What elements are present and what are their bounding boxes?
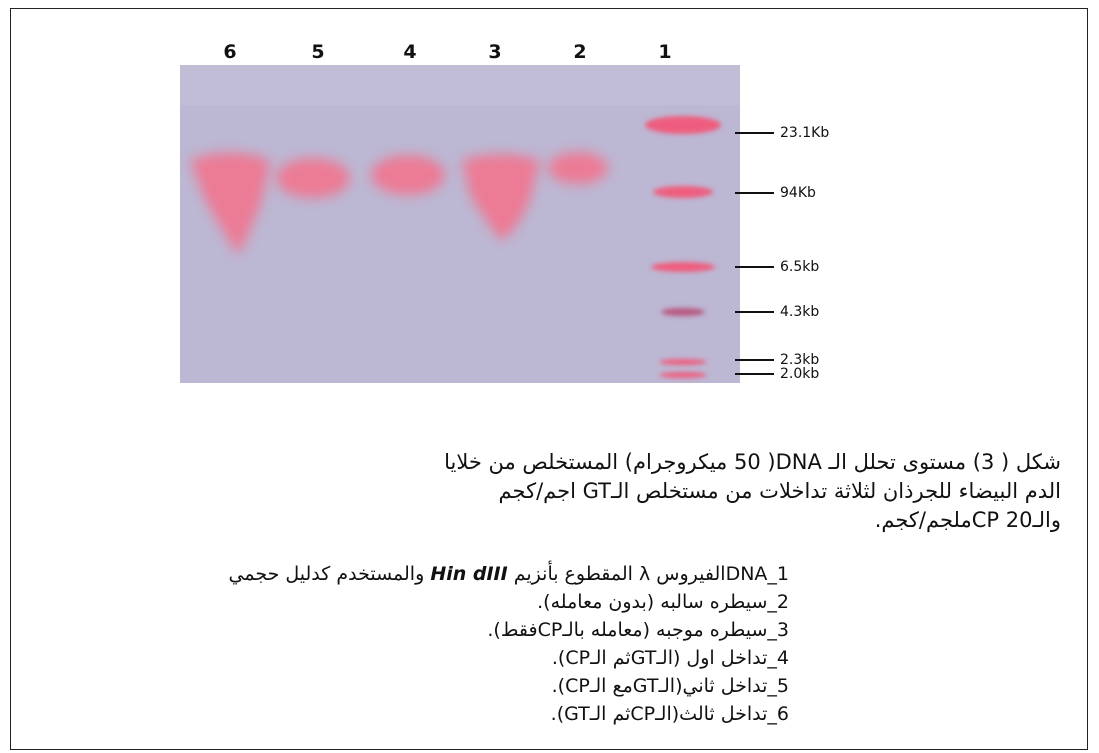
marker-label: 6.5kb [780, 259, 819, 275]
marker-label: 94Kb [780, 185, 816, 201]
legend-text: 1_DNAالفيروس λ المقطوع بأنزيم [514, 563, 789, 585]
lane-number: 5 [311, 41, 324, 63]
caption-line: شكل ( 3) مستوى تحلل الـ DNA( 50 ميكروجرا… [41, 448, 1061, 477]
lane-number: 3 [488, 41, 501, 63]
caption-line: والـCP 20ملجم/كجم. [41, 506, 1061, 535]
legend-item: 4_تداخل اول (الـGTثم الـCP). [229, 644, 790, 672]
lane-number: 2 [573, 41, 586, 63]
lane-number: 6 [223, 41, 236, 63]
legend-item: 1_DNAالفيروس λ المقطوع بأنزيم Hin dIII و… [229, 560, 790, 588]
legend-item: 3_سيطره موجبه (معامله بالـCPفقط). [229, 616, 790, 644]
marker-label: 2.0kb [780, 366, 819, 382]
legend-text: والمستخدم كدليل حجمي [229, 563, 425, 585]
gel [180, 65, 740, 383]
legend-item: 6_تداخل ثالث(الـCPثم الـGT). [229, 700, 790, 728]
legend-item: 2_سيطره سالبه (بدون معامله). [229, 588, 790, 616]
marker-label: 4.3kb [780, 304, 819, 320]
caption-line: الدم البيضاء للجرذان لثلاثة تداخلات من م… [41, 477, 1061, 506]
page: 654321 23.1Kb94Kb6.5kb4.3kb2.3kb2.0kb شك… [0, 0, 1099, 753]
gel-wells [180, 65, 740, 105]
marker-label: 23.1Kb [780, 125, 829, 141]
legend-item: 5_تداخل ثاني(الـGTمع الـCP). [229, 672, 790, 700]
lane-number: 4 [403, 41, 416, 63]
enzyme-name: Hin dIII [430, 563, 507, 585]
caption: شكل ( 3) مستوى تحلل الـ DNA( 50 ميكروجرا… [41, 448, 1061, 535]
lane-number: 1 [658, 41, 671, 63]
legend-items: 1_DNAالفيروس λ المقطوع بأنزيم Hin dIII و… [229, 560, 790, 728]
